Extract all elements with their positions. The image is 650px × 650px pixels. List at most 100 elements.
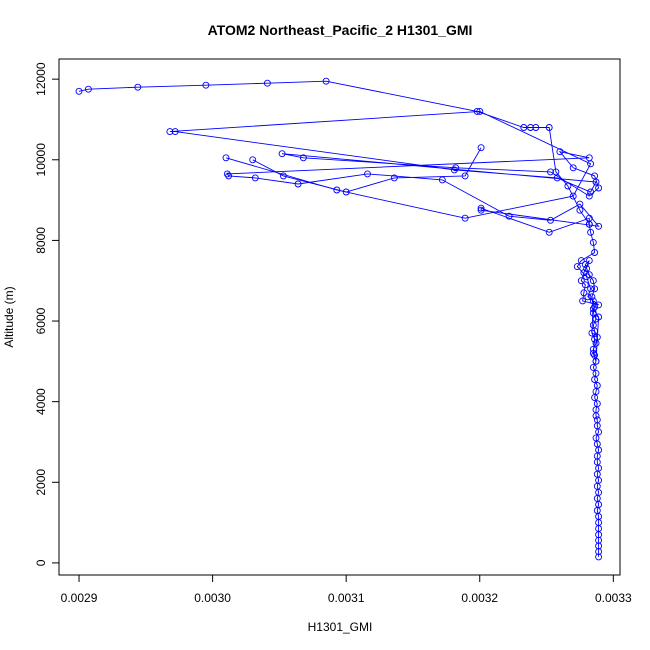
data-point — [364, 170, 371, 178]
data-point — [279, 172, 287, 180]
data-point — [390, 174, 398, 182]
y-tick-label: 2000 — [34, 469, 48, 496]
data-point — [592, 357, 600, 365]
data-point — [577, 277, 585, 285]
data-point — [595, 313, 603, 321]
data-point — [249, 156, 257, 164]
data-point — [545, 124, 553, 131]
data-point — [278, 150, 286, 158]
data-point — [589, 349, 597, 357]
data-point — [225, 172, 233, 180]
data-point — [450, 166, 458, 174]
y-tick-label: 4000 — [34, 388, 48, 415]
data-point — [589, 305, 597, 313]
data-point — [573, 263, 581, 271]
data-point — [589, 238, 597, 246]
data-point — [589, 321, 597, 329]
data-point — [263, 79, 271, 87]
data-point — [556, 148, 564, 156]
x-tick-label: 0.0031 — [328, 591, 365, 605]
x-axis: 0.0029 0.0030 0.0031 0.0032 0.0033 — [61, 574, 632, 605]
data-point — [84, 85, 92, 93]
data-point — [585, 220, 593, 228]
data-point — [592, 178, 600, 186]
data-point — [134, 83, 142, 91]
data-point — [576, 206, 584, 214]
series-lines — [78, 80, 600, 557]
data-point — [532, 124, 540, 131]
data-point — [581, 281, 589, 289]
data-point — [322, 77, 330, 85]
y-tick-label: 0 — [34, 559, 48, 566]
data-point — [591, 249, 599, 256]
data-point — [294, 180, 302, 188]
data-point — [477, 204, 485, 212]
data-point — [585, 257, 593, 265]
y-tick-label: 6000 — [34, 307, 48, 334]
x-tick-label: 0.0032 — [461, 591, 498, 605]
data-point — [595, 184, 603, 192]
data-point — [591, 285, 599, 293]
series-line — [78, 80, 590, 225]
y-axis-label: Altitude (m) — [2, 286, 16, 347]
series-line — [169, 110, 600, 557]
series-points — [75, 77, 603, 561]
data-point — [577, 257, 585, 265]
data-point — [593, 382, 601, 389]
x-tick-label: 0.0033 — [595, 591, 632, 605]
data-point — [593, 400, 601, 408]
data-point — [202, 81, 210, 89]
data-point — [251, 174, 259, 182]
data-point — [587, 160, 595, 168]
data-point — [75, 87, 83, 95]
data-point — [589, 363, 597, 371]
data-point — [527, 124, 534, 131]
data-point — [461, 172, 469, 180]
data-point — [585, 192, 593, 200]
data-point — [477, 206, 485, 214]
data-point — [505, 212, 513, 220]
y-tick-label: 10000 — [34, 143, 48, 177]
x-tick-label: 0.0030 — [194, 591, 231, 605]
data-point — [584, 293, 592, 301]
data-point — [569, 192, 577, 200]
data-point — [592, 369, 600, 377]
data-point — [589, 345, 597, 353]
data-point — [587, 228, 595, 236]
data-point — [588, 293, 596, 301]
x-axis-label: H1301_GMI — [308, 620, 373, 634]
x-tick-label: 0.0029 — [61, 591, 98, 605]
y-axis: 0 2000 4000 6000 8000 10000 12000 — [34, 62, 60, 566]
data-point — [564, 182, 572, 190]
data-point — [587, 285, 595, 293]
data-point — [333, 186, 341, 194]
data-point — [581, 261, 589, 269]
data-point — [166, 128, 174, 136]
data-point — [591, 335, 599, 343]
data-point — [589, 297, 597, 305]
data-point — [222, 154, 230, 162]
data-point — [552, 168, 560, 176]
data-point — [438, 176, 446, 184]
data-point — [476, 107, 484, 115]
data-point — [589, 277, 597, 285]
data-point — [593, 416, 601, 424]
data-point — [595, 222, 603, 230]
data-point — [545, 228, 553, 236]
data-point — [579, 297, 587, 305]
data-point — [595, 301, 603, 309]
chart-title: ATOM2 Northeast_Pacific_2 H1301_GMI — [208, 22, 473, 38]
data-point — [171, 128, 179, 136]
data-point — [595, 553, 603, 561]
data-point — [520, 124, 528, 131]
data-point — [547, 216, 554, 224]
data-point — [583, 273, 591, 281]
data-point — [587, 188, 595, 196]
series-line — [252, 147, 482, 193]
data-point — [569, 164, 577, 172]
data-point — [477, 144, 485, 152]
data-point — [592, 434, 600, 442]
data-point — [580, 289, 588, 297]
plot-frame — [58, 58, 621, 576]
